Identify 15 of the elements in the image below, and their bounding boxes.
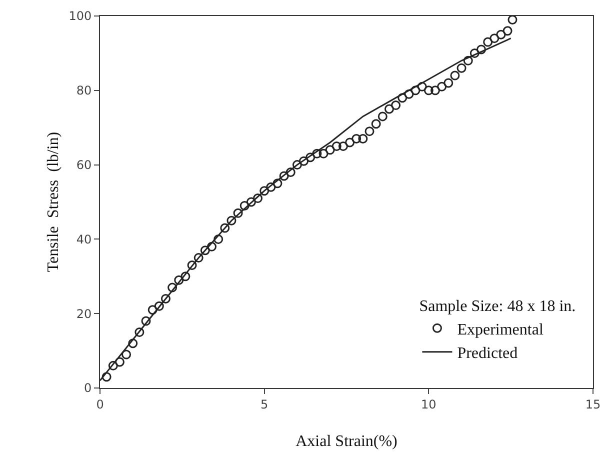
- y-tick-label: 40: [76, 232, 92, 246]
- y-tick-label: 80: [76, 84, 92, 98]
- legend-title: Sample Size: 48 x 18 in.: [419, 298, 576, 316]
- x-axis-title: Axial Strain(%): [296, 433, 398, 450]
- x-tick-label: 15: [585, 397, 601, 412]
- x-tick-label: 5: [260, 397, 268, 412]
- y-tick-label: 100: [68, 9, 92, 24]
- x-tick-label: 10: [421, 397, 436, 412]
- legend-label: Experimental: [457, 321, 544, 338]
- legend-label: Predicted: [457, 345, 518, 362]
- y-axis-title: Tensile Stress (lb/in): [45, 132, 62, 272]
- y-tick-label: 20: [76, 306, 92, 321]
- y-tick-label: 60: [76, 158, 92, 172]
- x-tick-label: 0: [96, 397, 104, 412]
- y-tick-label: 0: [84, 381, 92, 396]
